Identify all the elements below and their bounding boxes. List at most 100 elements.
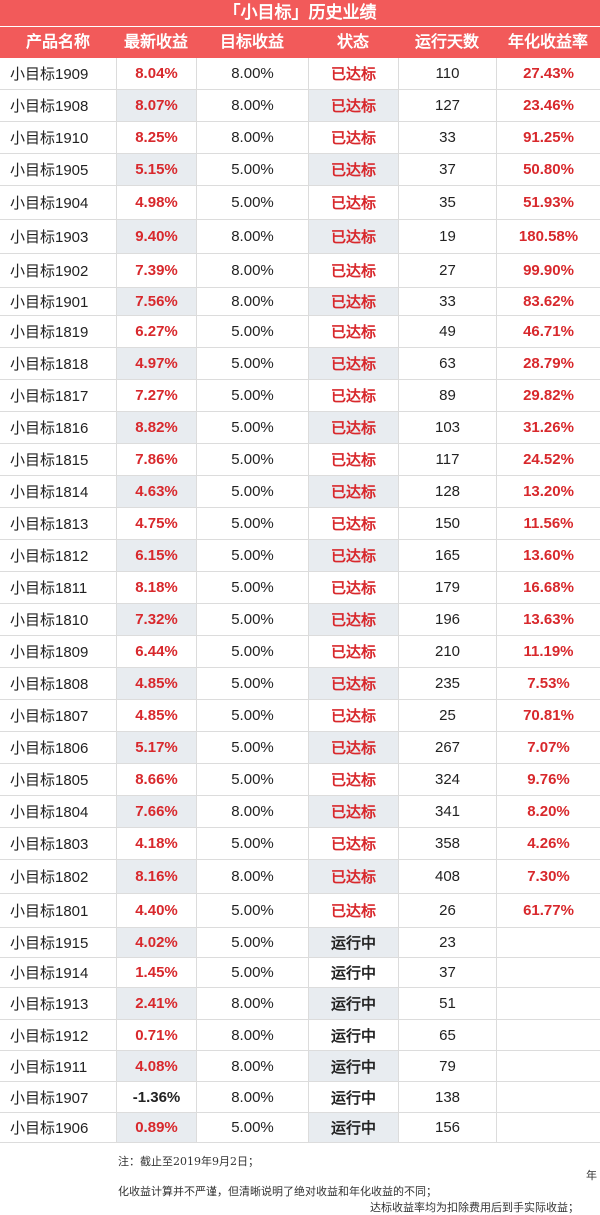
- target-return-cell: 5.00%: [196, 476, 308, 507]
- table-row: 小目标1812 6.15% 5.00% 已达标 165 13.60%: [0, 540, 600, 572]
- product-name-cell: 小目标1819: [10, 324, 89, 341]
- target-return-cell: 8.00%: [196, 860, 308, 893]
- latest-return-cell: 7.27%: [116, 380, 196, 411]
- annualized-return-cell: 13.63%: [496, 604, 600, 635]
- latest-return-cell: 4.98%: [116, 186, 196, 219]
- status-cell: 已达标: [308, 476, 398, 507]
- footnotes: 注：截止至2019年9月2日； 年 化收益计算并不严谨，但清晰说明了绝对收益和年…: [0, 1151, 600, 1214]
- target-return-cell: 8.00%: [196, 58, 308, 89]
- running-days-cell: 128: [398, 476, 496, 507]
- annualized-return-cell: 31.26%: [496, 412, 600, 443]
- footnote-target: 达标收益率均为扣除费用后到手实际收益；: [370, 1201, 579, 1214]
- running-days-cell: 37: [398, 154, 496, 185]
- target-return-cell: 5.00%: [196, 186, 308, 219]
- product-name-cell: 小目标1809: [10, 644, 89, 661]
- status-cell: 已达标: [308, 444, 398, 475]
- latest-return-cell: 4.85%: [116, 700, 196, 731]
- status-cell: 已达标: [308, 572, 398, 603]
- annualized-return-cell: 7.30%: [496, 860, 600, 893]
- header-target-return: 目标收益: [219, 34, 284, 51]
- latest-return-cell: 1.45%: [116, 958, 196, 987]
- product-name-cell: 小目标1812: [10, 548, 89, 565]
- target-return-cell: 5.00%: [196, 668, 308, 699]
- annualized-return-cell: 180.58%: [496, 220, 600, 253]
- table-row: 小目标1911 4.08% 8.00% 运行中 79: [0, 1051, 600, 1082]
- header-annualized-return: 年化收益率: [507, 34, 588, 51]
- target-return-cell: 5.00%: [196, 894, 308, 927]
- target-return-cell: 8.00%: [196, 288, 308, 315]
- target-return-cell: 5.00%: [196, 732, 308, 763]
- latest-return-cell: 6.15%: [116, 540, 196, 571]
- product-name-cell: 小目标1907: [10, 1089, 89, 1107]
- product-name-cell: 小目标1910: [10, 130, 89, 147]
- running-days-cell: 25: [398, 700, 496, 731]
- target-return-cell: 5.00%: [196, 572, 308, 603]
- product-name-cell: 小目标1806: [10, 740, 89, 757]
- table-row: 小目标1801 4.40% 5.00% 已达标 26 61.77%: [0, 894, 600, 928]
- annualized-return-cell: 70.81%: [496, 700, 600, 731]
- annualized-return-cell: 16.68%: [496, 572, 600, 603]
- status-cell: 已达标: [308, 796, 398, 827]
- table-row: 小目标1818 4.97% 5.00% 已达标 63 28.79%: [0, 348, 600, 380]
- annualized-return-cell: [496, 958, 600, 987]
- target-return-cell: 5.00%: [196, 958, 308, 987]
- annualized-return-cell: 11.19%: [496, 636, 600, 667]
- status-cell: 运行中: [308, 988, 398, 1019]
- status-cell: 已达标: [308, 254, 398, 287]
- table-body: 小目标1909 8.04% 8.00% 已达标 110 27.43% 小目标1908 8.07…: [0, 58, 600, 1143]
- target-return-cell: 5.00%: [196, 154, 308, 185]
- table-row: 小目标1806 5.17% 5.00% 已达标 267 7.07%: [0, 732, 600, 764]
- target-return-cell: 5.00%: [196, 508, 308, 539]
- status-cell: 已达标: [308, 412, 398, 443]
- table-row: 小目标1907 -1.36% 8.00% 运行中 138: [0, 1082, 600, 1113]
- status-cell: 已达标: [308, 58, 398, 89]
- latest-return-cell: 4.02%: [116, 928, 196, 957]
- running-days-cell: 156: [398, 1113, 496, 1142]
- product-name-cell: 小目标1801: [10, 903, 89, 920]
- running-days-cell: 138: [398, 1082, 496, 1112]
- running-days-cell: 37: [398, 958, 496, 987]
- target-return-cell: 5.00%: [196, 348, 308, 379]
- product-name-cell: 小目标1912: [10, 1027, 89, 1045]
- annualized-return-cell: 83.62%: [496, 288, 600, 315]
- product-name-cell: 小目标1908: [10, 98, 89, 115]
- product-name-cell: 小目标1901: [10, 294, 89, 311]
- target-return-cell: 8.00%: [196, 90, 308, 121]
- status-cell: 已达标: [308, 764, 398, 795]
- annualized-return-cell: [496, 988, 600, 1019]
- latest-return-cell: 8.66%: [116, 764, 196, 795]
- annualized-return-cell: 7.53%: [496, 668, 600, 699]
- target-return-cell: 5.00%: [196, 316, 308, 347]
- latest-return-cell: 4.75%: [116, 508, 196, 539]
- running-days-cell: 408: [398, 860, 496, 893]
- table-row: 小目标1802 8.16% 8.00% 已达标 408 7.30%: [0, 860, 600, 894]
- running-days-cell: 235: [398, 668, 496, 699]
- table-row: 小目标1803 4.18% 5.00% 已达标 358 4.26%: [0, 828, 600, 860]
- footnote-tail: 年: [586, 1169, 597, 1182]
- running-days-cell: 110: [398, 58, 496, 89]
- table-row: 小目标1811 8.18% 5.00% 已达标 179 16.68%: [0, 572, 600, 604]
- footnote-annualized: 化收益计算并不严谨，但清晰说明了绝对收益和年化收益的不同；: [118, 1185, 437, 1198]
- running-days-cell: 358: [398, 828, 496, 859]
- table-row: 小目标1809 6.44% 5.00% 已达标 210 11.19%: [0, 636, 600, 668]
- latest-return-cell: 7.39%: [116, 254, 196, 287]
- table-row: 小目标1910 8.25% 8.00% 已达标 33 91.25%: [0, 122, 600, 154]
- status-cell: 已达标: [308, 380, 398, 411]
- status-cell: 已达标: [308, 220, 398, 253]
- annualized-return-cell: 50.80%: [496, 154, 600, 185]
- latest-return-cell: 5.17%: [116, 732, 196, 763]
- status-cell: 已达标: [308, 122, 398, 153]
- latest-return-cell: 8.18%: [116, 572, 196, 603]
- running-days-cell: 51: [398, 988, 496, 1019]
- annualized-return-cell: 61.77%: [496, 894, 600, 927]
- status-cell: 运行中: [308, 958, 398, 987]
- latest-return-cell: 8.25%: [116, 122, 196, 153]
- latest-return-cell: 7.66%: [116, 796, 196, 827]
- product-name-cell: 小目标1911: [10, 1058, 88, 1076]
- target-return-cell: 5.00%: [196, 1113, 308, 1142]
- table-row: 小目标1904 4.98% 5.00% 已达标 35 51.93%: [0, 186, 600, 220]
- product-name-cell: 小目标1902: [10, 263, 89, 280]
- product-name-cell: 小目标1909: [10, 66, 89, 83]
- running-days-cell: 23: [398, 928, 496, 957]
- annualized-return-cell: 7.07%: [496, 732, 600, 763]
